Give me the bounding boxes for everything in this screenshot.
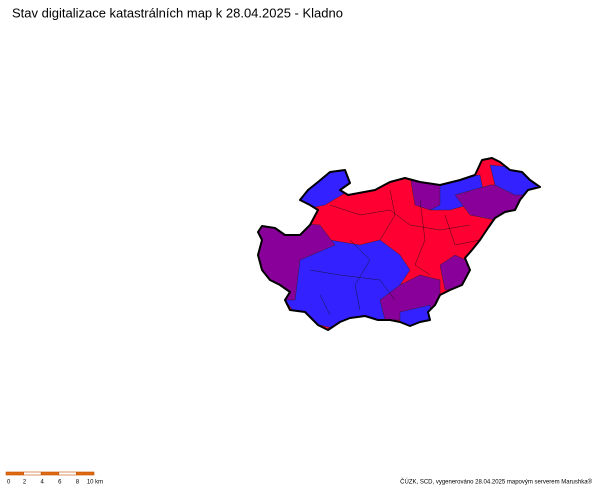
scale-label: 8 bbox=[76, 480, 80, 486]
scale-segment bbox=[5, 471, 24, 476]
scale-label: 10 km bbox=[87, 480, 103, 486]
scale-label: 6 bbox=[58, 480, 62, 486]
footer-credit: ČÚZK, SCD, vygenerováno 28.04.2025 mapov… bbox=[400, 479, 592, 486]
district-boundary bbox=[257, 157, 541, 331]
scale-bar: 0 2 4 6 8 10 km bbox=[5, 471, 103, 486]
area-borders bbox=[309, 189, 481, 316]
scale-label: 4 bbox=[41, 480, 45, 486]
scale-segment bbox=[76, 471, 95, 476]
scale-label: 2 bbox=[23, 480, 27, 486]
scale-label: 0 bbox=[7, 480, 11, 486]
scale-segment bbox=[40, 471, 60, 476]
scale-segment bbox=[58, 471, 77, 476]
map-title: Stav digitalizace katastrálních map k 28… bbox=[12, 5, 343, 20]
scale-segment bbox=[23, 471, 42, 476]
